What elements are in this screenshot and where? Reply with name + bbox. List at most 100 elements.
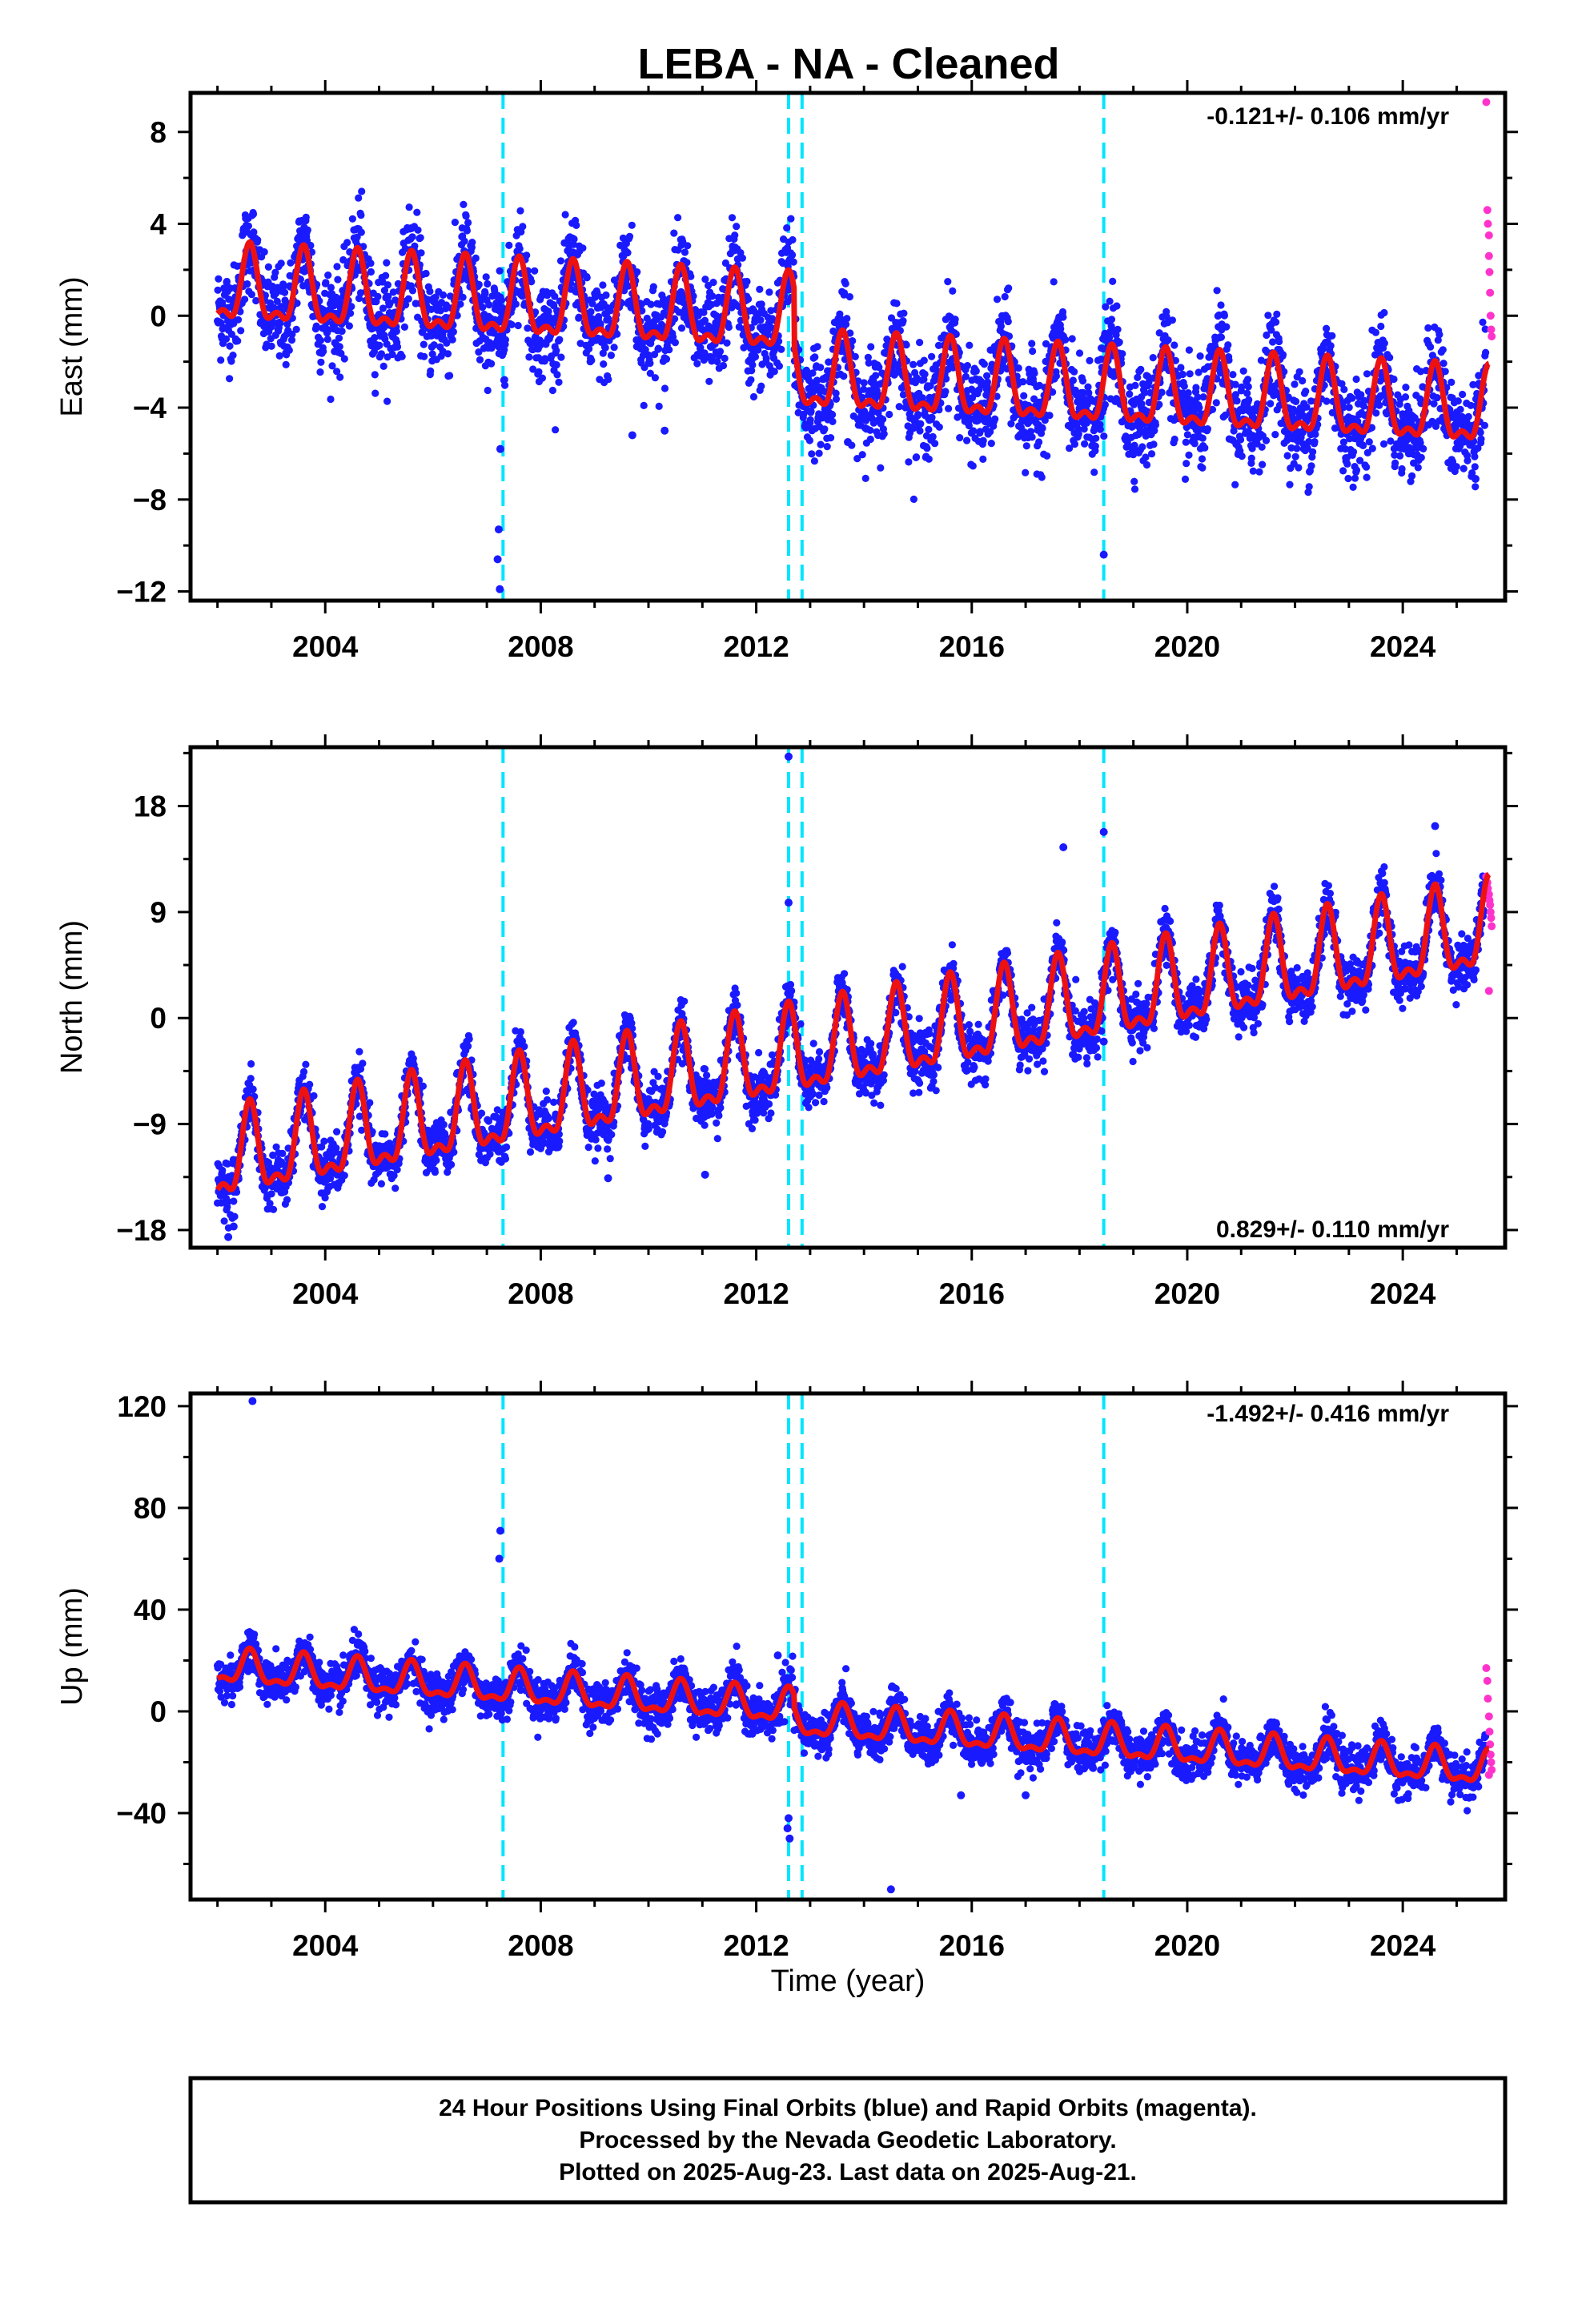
east-x-tick-label: 2012 [723, 630, 789, 663]
east-rapid-point [1482, 98, 1491, 107]
north-final-orbit-points [214, 752, 1490, 1241]
east-data-point [654, 344, 663, 352]
east-data-point [1398, 464, 1406, 473]
east-rapid-point [1484, 219, 1492, 228]
east-data-point [271, 268, 279, 276]
east-data-point [805, 436, 814, 444]
east-data-point [1151, 421, 1159, 429]
east-data-point [1035, 438, 1043, 446]
east-data-point [858, 451, 866, 459]
east-data-point [1078, 377, 1087, 385]
east-data-point [840, 372, 848, 380]
east-data-point [945, 404, 953, 412]
east-data-point [347, 303, 355, 311]
north-data-point [516, 1027, 525, 1036]
east-data-point [475, 348, 483, 356]
east-data-point [1417, 453, 1425, 462]
east-data-point [963, 436, 971, 444]
north-axis-label: North (mm) [55, 920, 89, 1074]
east-data-point [913, 453, 921, 461]
east-data-point [1137, 365, 1145, 373]
east-data-point [893, 300, 901, 308]
east-data-point [829, 417, 837, 426]
east-data-point [921, 370, 929, 378]
east-data-point [1396, 452, 1404, 460]
east-data-point [600, 360, 608, 368]
north-data-point [441, 1132, 449, 1140]
east-data-point [1239, 367, 1247, 375]
east-data-point [383, 259, 391, 267]
east-data-point [909, 360, 917, 368]
east-y-tick-label: −8 [133, 484, 167, 517]
east-data-point [335, 334, 343, 342]
east-data-point [243, 280, 251, 288]
north-data-point [419, 1082, 428, 1090]
east-data-point [756, 285, 764, 293]
east-data-point [709, 279, 717, 287]
east-data-point [705, 377, 713, 385]
east-data-point [393, 343, 402, 351]
east-data-point [813, 376, 821, 384]
east-data-point [1328, 332, 1336, 340]
east-data-point [841, 289, 849, 297]
east-data-point [1435, 331, 1443, 339]
east-rapid-point [1486, 288, 1495, 297]
east-data-point [1199, 434, 1207, 442]
east-data-point [928, 352, 936, 360]
east-data-point [607, 352, 616, 360]
east-data-point [535, 368, 543, 376]
east-data-point [851, 352, 859, 360]
east-data-point [229, 352, 237, 360]
east-data-point [988, 360, 996, 368]
east-data-point [367, 259, 375, 267]
north-data-point [359, 1059, 367, 1068]
east-data-point [1273, 310, 1281, 318]
east-data-point [811, 353, 819, 361]
east-data-point [655, 402, 663, 410]
east-data-point [1427, 343, 1435, 351]
east-data-point [404, 295, 412, 303]
east-data-point [296, 275, 304, 283]
east-x-tick-label: 2004 [292, 630, 359, 663]
east-data-point [1231, 480, 1239, 489]
north-data-point [302, 1060, 310, 1068]
east-data-point [553, 371, 561, 379]
east-data-point [1062, 336, 1070, 344]
east-data-point [514, 321, 522, 330]
east-data-point [789, 235, 797, 244]
east-data-point [462, 212, 470, 220]
east-data-point [749, 361, 757, 369]
east-data-point [388, 350, 396, 359]
east-data-point [670, 229, 678, 237]
east-data-point [721, 354, 729, 363]
east-data-point [552, 347, 560, 355]
east-data-point [247, 291, 255, 299]
east-data-point [708, 353, 717, 361]
east-data-point [384, 292, 392, 300]
east-data-point [846, 329, 854, 337]
east-data-point [942, 388, 950, 396]
east-data-point [739, 331, 747, 339]
east-data-point [1203, 425, 1211, 433]
east-data-point [1371, 328, 1379, 336]
east-data-point [979, 455, 987, 464]
east-data-point [1401, 393, 1410, 401]
east-data-point [1022, 442, 1030, 450]
east-outlier-point [1099, 550, 1108, 559]
east-data-point [1217, 301, 1225, 309]
east-data-point [681, 248, 689, 256]
east-x-tick-label: 2020 [1154, 630, 1220, 663]
east-data-point [842, 320, 850, 328]
east-data-point [974, 416, 982, 424]
east-data-point [430, 341, 438, 349]
east-data-point [697, 344, 705, 352]
east-outlier-point [1471, 474, 1480, 483]
east-data-point [968, 394, 977, 402]
east-data-point [1075, 349, 1084, 357]
east-data-point [339, 255, 347, 264]
east-data-point [275, 352, 283, 360]
east-data-point [1192, 384, 1200, 392]
east-data-point [276, 319, 284, 328]
east-data-point [1293, 444, 1301, 452]
east-data-point [548, 386, 557, 395]
